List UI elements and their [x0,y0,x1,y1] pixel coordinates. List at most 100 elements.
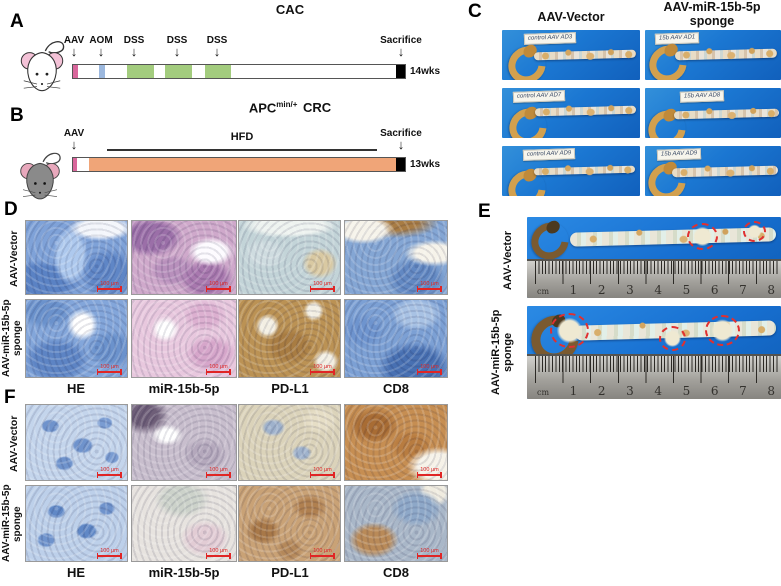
panel-letter-c: C [468,1,482,22]
panel-letter-e: E [478,201,491,222]
scale-bar: 100 μm [309,467,335,479]
ruler-mark: 2 [597,384,606,398]
ihc-f-cd8-sponge: 100 μm [344,485,448,562]
scale-bar: 100 μm [96,548,122,560]
mouse-gray-icon [20,152,61,200]
down-arrow-icon: ↓ [397,137,405,152]
marker-label: DSS [166,35,188,46]
timeline-a-bar [72,64,406,79]
timeline-a-marker-dss2: DSS ↓ [145,35,209,59]
timeline-b-bar [72,157,406,172]
tumor-circle [549,313,589,349]
scale-bar: 100 μm [96,281,122,293]
d-row-label-sponge-line2: sponge [12,320,23,357]
ihc-f-mir-vector: 100 μm [131,404,237,481]
gross-photo-vector-3: control AAV AD9 [502,146,640,196]
aom-segment [99,65,105,78]
gene-name: APC [248,100,277,116]
down-arrow-icon: ↓ [97,44,105,59]
ihc-f-cd8-vector: 100 μm [344,404,448,481]
ruler-mark: 8 [767,384,775,398]
scale-bar-label: 100 μm [209,467,228,474]
ruler-mark: 5 [682,283,691,297]
ihc-d-he-sponge: 100 μm [25,299,128,378]
down-arrow-icon: ↓ [130,44,138,59]
scale-bar-label: 100 μm [420,467,439,474]
d-col-label-pdl1: PD-L1 [271,381,309,396]
scale-bar-label: 100 μm [420,548,439,555]
panel-letter-d: D [4,199,18,220]
marker-label: DSS [123,35,145,46]
timeline-a-marker-dss3: DSS ↓ [185,36,249,59]
down-arrow-icon: ↓ [213,44,221,59]
ihc-f-pdl1-sponge: 100 μm [238,485,341,562]
marker-label: Sacrifice [380,35,422,46]
scale-bar: 100 μm [416,467,442,479]
duration-label-a: 14wks [410,66,441,77]
ihc-d-mir-sponge: 100 μm [131,299,237,378]
f-row-label-sponge: AAV-miR-15b-5p sponge [0,484,24,562]
ihc-d-pdl1-sponge: 100 μm [238,299,341,378]
hfd-segment [89,158,396,171]
scale-bar: 100 μm [205,281,231,293]
scale-bar-label: 100 μm [100,281,119,288]
scale-bar: 100 μm [205,364,231,376]
d-col-label-cd8: CD8 [382,381,410,396]
timeline-b-marker-aav: AAV ↓ [42,129,106,152]
timeline-a-marker-dss1: DSS ↓ [102,35,166,59]
e-row-label-sponge: AAV-miR-15b-5p sponge [488,306,516,399]
c-header-vector: AAV-Vector [537,10,605,24]
tumor-circle [704,315,740,347]
aav-segment [73,65,78,78]
intestine [672,165,779,178]
timeline-a-marker-sacrifice: Sacrifice ↓ [369,35,433,59]
ruler-mark: 7 [739,384,747,398]
scale-bar: 100 μm [309,364,335,376]
ihc-f-mir-sponge: 100 μm [131,485,237,562]
ihc-d-he-vector: 100 μm [25,220,128,295]
intestine [673,108,779,120]
ruler-mark: 3 [626,283,634,297]
e-row-label-sponge-line2: sponge [502,332,514,373]
gross-photo-vector-2: control AAV AD7 [502,88,640,138]
hfd-label: HFD [230,131,254,143]
ihc-d-mir-vector: 100 μm [131,220,237,295]
ruler-mark: 4 [654,283,663,297]
d-row-label-sponge: AAV-miR-15b-5p sponge [0,299,24,378]
scale-bar: 100 μm [205,548,231,560]
gene-superscript: min/+ [276,100,298,109]
d-row-label-sponge-line1: AAV-miR-15b-5p [1,299,12,378]
e-row-label-sponge-line1: AAV-miR-15b-5p [490,309,502,396]
dss-segment-2 [165,65,192,78]
sacrifice-segment [396,65,405,78]
tumor-circle [742,221,766,243]
aav-segment [73,158,77,171]
gross-photo-sponge-3: 15b AAV AD9 [645,146,781,196]
scale-bar-label: 100 μm [313,364,332,370]
panel-letter-f: F [4,387,16,408]
c-header-sponge-line1: AAV-miR-15b-5p [663,0,761,14]
f-row-label-sponge-line2: sponge [12,506,23,542]
ruler-mark: 6 [710,384,719,398]
tumor-circle [687,223,719,251]
specimen-tag: 15b AAV AD1 [654,32,699,45]
sacrifice-segment [396,158,405,171]
ihc-d-cd8-sponge: 100 μm [344,299,448,378]
f-col-label-mir: miR-15b-5p [148,565,220,580]
dss-segment-3 [205,65,231,78]
specimen-tag: 15b AAV AD9 [657,148,702,161]
marker-label: AOM [89,35,113,46]
e-row-label-vector: AAV-Vector [502,230,514,290]
scale-bar-label: 100 μm [420,364,439,370]
down-arrow-icon: ↓ [70,44,78,59]
scale-bar: 100 μm [309,281,335,293]
scale-bar-label: 100 μm [100,548,119,555]
scale-bar: 100 μm [96,467,122,479]
tumor-circle [659,326,687,352]
d-row-label-vector: AAV-Vector [8,230,20,287]
gross-photo-vector-1: control AAV AD3 [502,30,640,80]
scale-bar: 100 μm [416,364,442,376]
intestine [674,48,778,60]
ruler-unit: cm [537,287,550,296]
ruler-numbers: cm 1 2 3 4 5 6 7 8 [537,384,775,398]
